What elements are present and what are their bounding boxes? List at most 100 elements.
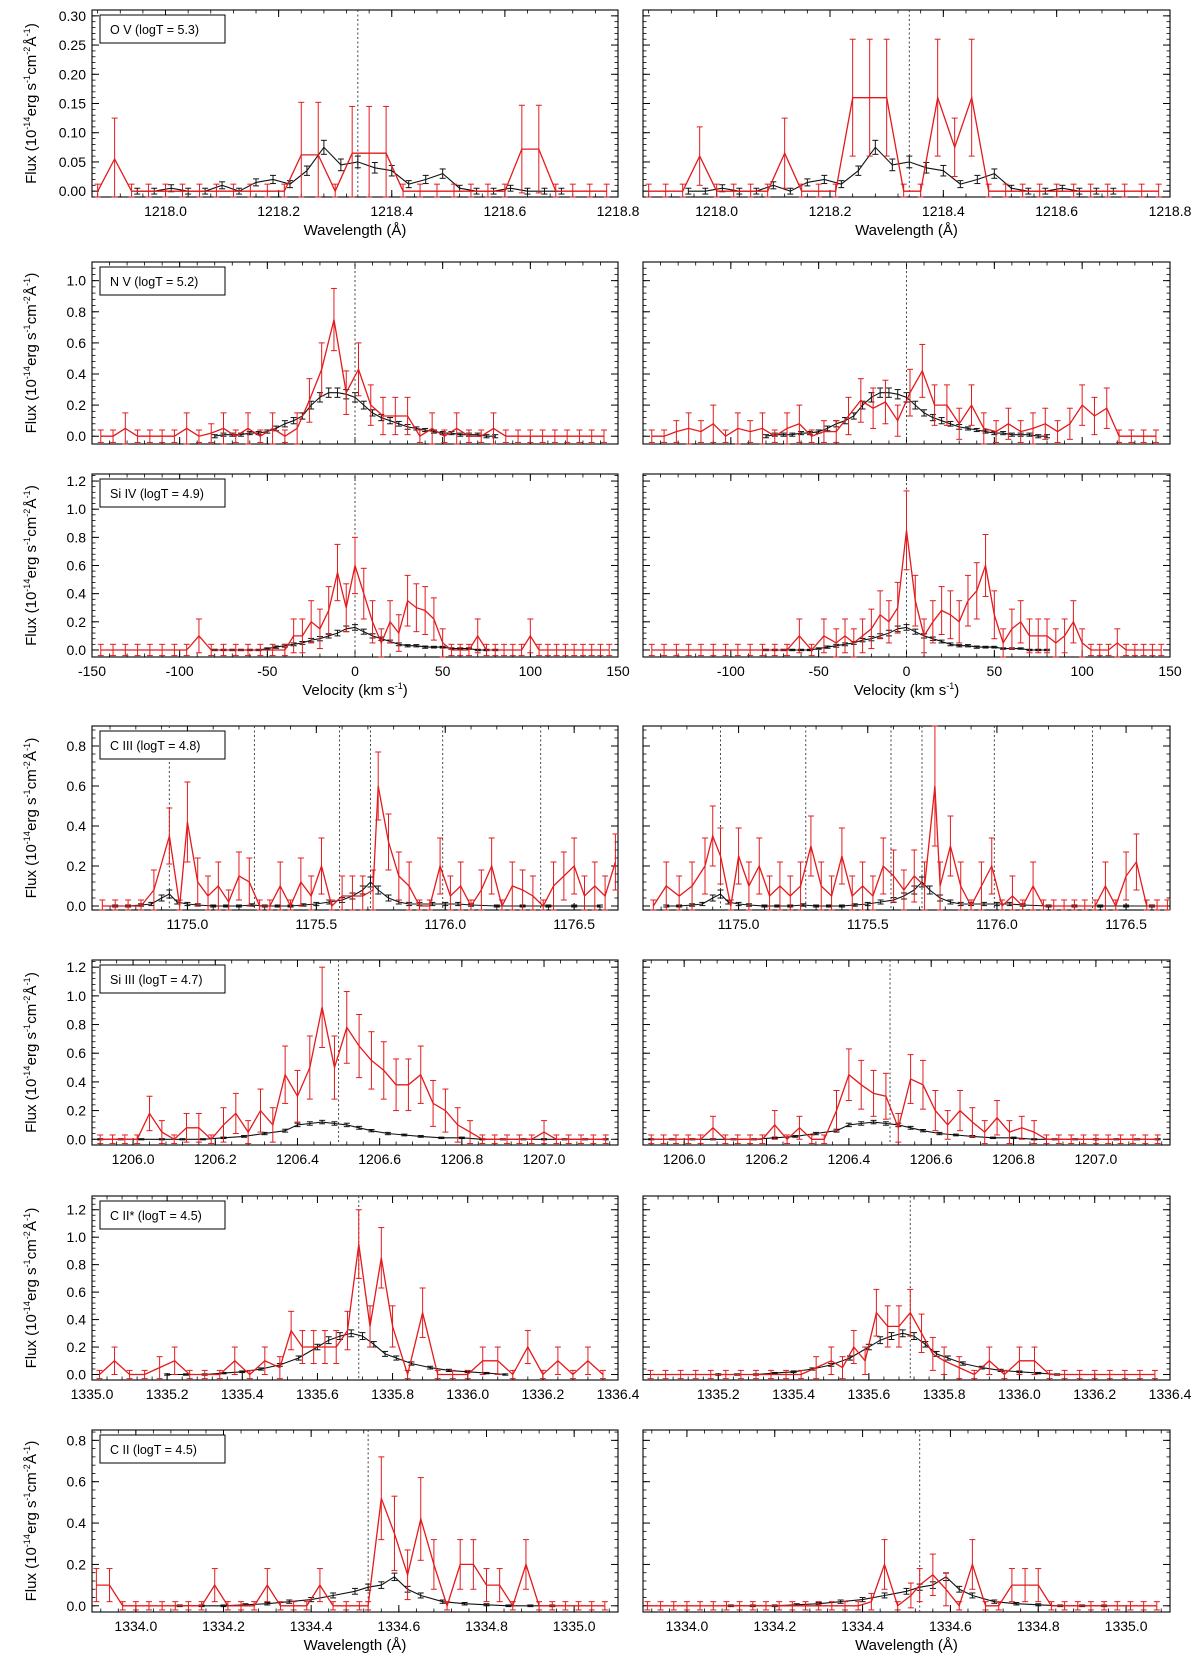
panel-5-right: 1335.2 1335.4 1335.6 1335.8 1336.0 1336.2 1336… [642, 1195, 1192, 1402]
x-tick-label: 1335.8 [371, 1386, 414, 1402]
y-tick-label: 0.6 [67, 1284, 87, 1300]
x-tick-label: 1335.4 [221, 1386, 264, 1402]
y-tick-label: 0.6 [67, 335, 87, 351]
series-red [94, 101, 610, 198]
ion-label: N V (logT = 5.2) [110, 275, 198, 289]
panel-5-left: 0.0 0.2 0.4 0.6 0.8 1.0 1.2 1335.0 1335.2 1335.4 1… [22, 1195, 640, 1402]
y-tick-label: 0.30 [59, 8, 86, 24]
x-tick-label: 1218.2 [257, 203, 300, 219]
series-red [650, 725, 1171, 911]
x-tick-label: 50 [435, 663, 451, 679]
x-tick-label: 1334.2 [753, 1618, 796, 1634]
y-axis-title: Flux (10-14 erg s-1 cm-2 Å-1 ) [22, 1208, 40, 1369]
y-tick-label: 0.6 [67, 1474, 87, 1490]
x-tick-label: 150 [606, 663, 630, 679]
x-tick-label: 1336.2 [521, 1386, 564, 1402]
x-tick-label: 1218.8 [1149, 203, 1192, 219]
x-tick-label: 1176.0 [976, 916, 1018, 932]
ion-label-box: O V (logT = 5.3) [99, 14, 226, 44]
x-tick-label: 1206.6 [358, 1151, 401, 1167]
x-tick-label: 1334.2 [202, 1618, 245, 1634]
x-tick-label: 1207.0 [1074, 1151, 1117, 1167]
x-tick-label: 1335.2 [697, 1386, 740, 1402]
y-tick-label: 1.2 [67, 1202, 87, 1218]
x-tick-label: 1335.2 [146, 1386, 189, 1402]
plot-frame [642, 959, 1171, 1146]
y-tick-label: 1.2 [67, 473, 87, 489]
series-red [648, 343, 1159, 445]
x-tick-label: 150 [1158, 663, 1182, 679]
y-axis-title: Flux (10-14 erg s-1 cm-2 Å-1 ) [22, 273, 40, 434]
y-tick-label: 0.0 [67, 1367, 87, 1383]
series-line [651, 1073, 1158, 1141]
series-black [685, 139, 1117, 195]
plot-frame [642, 9, 1171, 198]
series-red [93, 1456, 608, 1611]
x-tick-label: 1334.0 [666, 1618, 709, 1634]
plot-frame [91, 1195, 619, 1381]
panel-3-left: 0.0 0.2 0.4 0.6 0.8 1175.0 1175.5 1176.0 1176.5 C… [22, 725, 619, 932]
x-tick-label: -100 [166, 663, 194, 679]
x-tick-label: 1218.0 [144, 203, 187, 219]
panel-2-left: 0.0 0.2 0.4 0.6 0.8 1.0 1.2 -150 -100 -50 0 50 100 15… [22, 473, 630, 699]
y-tick-label: 1.0 [67, 273, 87, 289]
x-tick-label: 1206.4 [827, 1151, 870, 1167]
series-line [651, 1121, 1158, 1140]
series-line [96, 1498, 605, 1608]
x-tick-label: 1336.0 [446, 1386, 489, 1402]
y-tick-label: 0.0 [67, 1131, 87, 1147]
series-black [176, 1572, 556, 1608]
x-tick-label: 1218.6 [1035, 203, 1078, 219]
ion-label-box: Si III (logT = 4.7) [99, 964, 226, 994]
x-tick-label: 1206.8 [992, 1151, 1035, 1167]
y-tick-label: 0.8 [67, 1432, 87, 1448]
x-tick-label: 1206.6 [910, 1151, 953, 1167]
y-tick-label: 1.0 [67, 988, 87, 1004]
x-tick-label: -50 [257, 663, 277, 679]
ion-label: O V (logT = 5.3) [110, 23, 199, 37]
x-tick-label: 1218.4 [922, 203, 965, 219]
y-tick-label: 0.0 [67, 898, 87, 914]
series-black [134, 139, 565, 195]
x-tick-label: 1175.0 [718, 916, 760, 932]
panel-1-left: 0.0 0.2 0.4 0.6 0.8 1.0 N V (logT = 5.2) Flux (… [22, 261, 619, 445]
y-tick-label: 0.8 [67, 304, 87, 320]
y-tick-label: 0.15 [59, 96, 86, 112]
series-red [96, 1209, 606, 1380]
x-tick-label: 1218.0 [695, 203, 738, 219]
x-axis-title: Wavelength (Å) [304, 222, 407, 239]
series-black [762, 387, 1051, 439]
x-axis-title: Wavelength (Å) [855, 222, 958, 239]
x-tick-label: 1336.4 [597, 1386, 640, 1402]
y-tick-label: 0.8 [67, 1257, 87, 1273]
y-tick-label: 0.4 [67, 1515, 87, 1531]
y-tick-label: 0.2 [67, 1339, 87, 1355]
x-tick-label: 1207.0 [523, 1151, 566, 1167]
series-line [100, 319, 604, 438]
series-red [647, 1288, 1158, 1380]
y-axis-title: Flux (10-14 erg s-1 cm-2 Å-1 ) [22, 738, 40, 899]
y-tick-label: 1.0 [67, 501, 87, 517]
panel-6-left: 0.0 0.2 0.4 0.6 0.8 1334.0 1334.2 1334.4 1334.6 1… [22, 1429, 619, 1654]
y-tick-label: 1.2 [67, 959, 87, 975]
panel-4-left: 0.0 0.2 0.4 0.6 0.8 1.0 1.2 1206.0 1206.2 1206.4 1… [22, 959, 619, 1167]
plot-frame [642, 1429, 1171, 1613]
y-tick-label: 0.4 [67, 1074, 87, 1090]
x-tick-label: 1218.2 [809, 203, 852, 219]
series-red [648, 490, 1165, 658]
x-tick-label: 1335.4 [772, 1386, 815, 1402]
x-tick-label: 1206.2 [194, 1151, 237, 1167]
y-tick-label: 0.4 [67, 586, 87, 602]
y-tick-label: 0.6 [67, 558, 87, 574]
x-tick-label: 1335.6 [296, 1386, 339, 1402]
ion-label: Si IV (logT = 4.9) [110, 487, 204, 501]
series-line [651, 369, 1156, 438]
x-tick-label: 1175.5 [295, 916, 337, 932]
series-red [645, 38, 1162, 198]
y-tick-label: 0.2 [67, 397, 87, 413]
ion-label-frame [99, 730, 226, 760]
plot-frame [642, 1195, 1171, 1381]
x-tick-label: 1335.8 [923, 1386, 966, 1402]
series-line [102, 785, 617, 908]
